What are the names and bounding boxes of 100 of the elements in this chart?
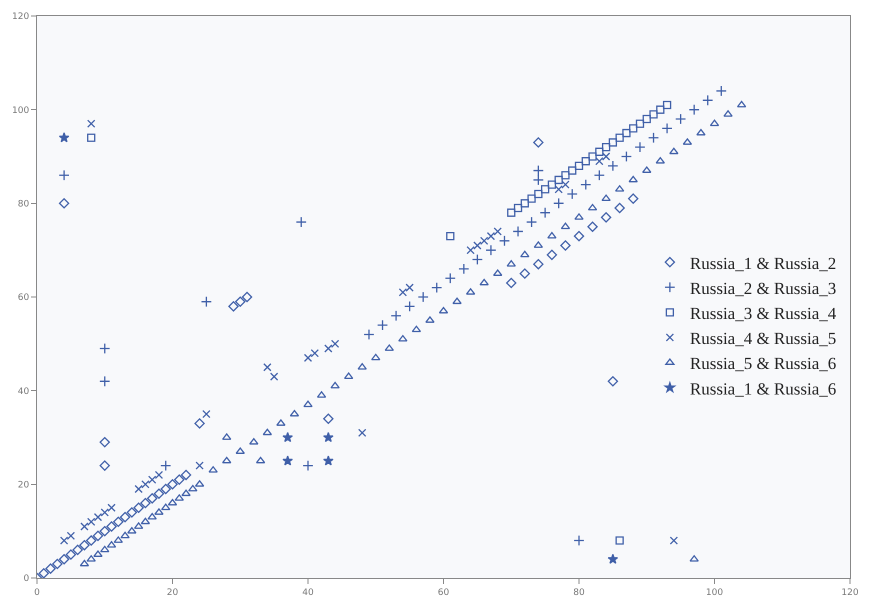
legend-label: Russia_4 & Russia_5 [690, 329, 836, 348]
x-tick-label: 120 [841, 588, 859, 598]
point [120, 512, 130, 522]
point [106, 521, 117, 532]
point [675, 113, 686, 125]
y-tick-label: 120 [12, 12, 30, 22]
point [134, 484, 143, 494]
point [485, 244, 496, 256]
point [45, 563, 56, 574]
point [52, 558, 63, 570]
point [608, 376, 618, 386]
point [310, 349, 319, 358]
point [594, 170, 605, 181]
point [642, 114, 651, 124]
point [546, 250, 558, 260]
point [148, 476, 156, 484]
x-tick-label: 100 [706, 588, 724, 598]
legend-label: Russia_3 & Russia_4 [690, 304, 837, 323]
point [580, 179, 592, 190]
point [79, 540, 90, 550]
point [662, 122, 673, 134]
point [100, 526, 110, 536]
point [80, 522, 89, 531]
point [304, 354, 312, 362]
point [498, 235, 510, 246]
point [263, 363, 272, 372]
point [554, 176, 563, 184]
y-tick-label: 60 [18, 293, 30, 304]
point [622, 128, 631, 138]
point [100, 460, 110, 471]
point [628, 193, 638, 204]
point [458, 263, 470, 274]
point [72, 544, 83, 556]
point [58, 132, 70, 142]
x-tick-label: 20 [166, 588, 178, 598]
y-tick-label: 0 [23, 574, 30, 584]
point [602, 142, 610, 152]
point [390, 310, 402, 322]
point [532, 174, 544, 186]
point [200, 296, 212, 308]
point [620, 150, 632, 162]
point [560, 240, 571, 251]
point [553, 198, 564, 209]
point [554, 185, 563, 194]
point [548, 180, 556, 189]
point [86, 535, 96, 546]
point [94, 512, 102, 522]
point [616, 134, 624, 142]
point [608, 554, 618, 564]
point [473, 241, 482, 250]
point [87, 134, 96, 142]
point [574, 230, 584, 242]
point [514, 204, 522, 212]
point [527, 194, 536, 203]
point [202, 410, 211, 418]
y-tick-label: 20 [18, 480, 30, 490]
point [228, 301, 239, 312]
point [533, 137, 544, 148]
point [512, 226, 524, 237]
point [595, 157, 604, 166]
point [323, 455, 334, 466]
point [595, 148, 604, 156]
point [146, 493, 158, 504]
point [568, 166, 576, 175]
point [60, 536, 68, 545]
point [446, 232, 454, 240]
point [270, 372, 278, 381]
point [296, 216, 307, 228]
point [526, 216, 538, 228]
point [616, 536, 624, 545]
point [133, 502, 144, 513]
point [324, 344, 332, 353]
point [634, 142, 646, 153]
point [167, 479, 178, 490]
point [154, 470, 164, 480]
point [160, 460, 172, 472]
point [649, 110, 658, 118]
point [404, 300, 416, 312]
point [58, 170, 70, 181]
y-tick-label: 80 [18, 199, 30, 210]
point [99, 376, 110, 387]
point [242, 292, 252, 302]
point [330, 340, 340, 348]
point [323, 432, 334, 442]
point [358, 428, 366, 437]
point [99, 342, 110, 354]
legend-label: Russia_2 & Russia_3 [690, 278, 836, 298]
point [656, 106, 664, 114]
point [662, 100, 672, 110]
point [534, 190, 542, 198]
point [194, 418, 205, 429]
point [648, 132, 660, 144]
point [533, 259, 544, 270]
point [561, 171, 570, 180]
point [600, 212, 612, 223]
point [506, 278, 516, 288]
point [507, 208, 516, 217]
point [87, 518, 96, 526]
point [566, 188, 578, 200]
point [302, 460, 314, 472]
